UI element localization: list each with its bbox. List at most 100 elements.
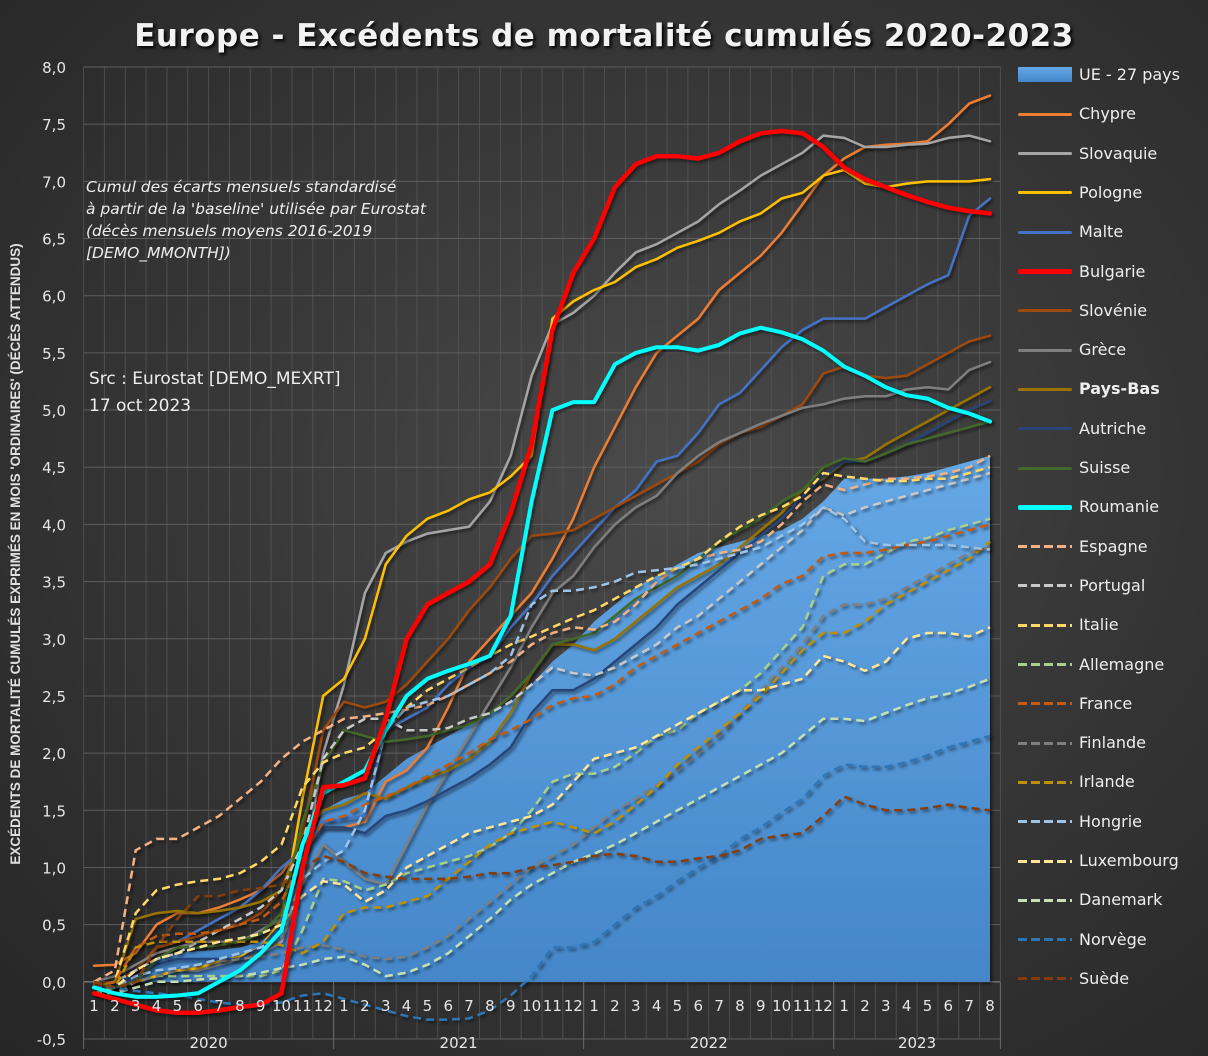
x-tick-label: 4 — [652, 997, 662, 1015]
legend-label: Grèce — [1079, 340, 1127, 360]
y-tick-label: 5,5 — [42, 345, 66, 363]
y-tick-label: 2,5 — [42, 688, 66, 706]
x-tick-label: 3 — [381, 997, 391, 1015]
y-tick-label: 0,5 — [42, 917, 66, 935]
x-tick-label: 10 — [522, 997, 541, 1015]
legend-item: Luxembourg — [1018, 850, 1208, 872]
x-tick-label: 10 — [272, 997, 291, 1015]
series-italie-line — [93, 465, 991, 989]
x-tick-label: 11 — [293, 997, 312, 1015]
y-tick-label: 4,0 — [42, 516, 66, 534]
x-tick-label: 10 — [772, 997, 791, 1015]
x-tick-label: 6 — [944, 997, 954, 1015]
legend-label: Roumanie — [1079, 497, 1160, 517]
legend-swatch — [1018, 702, 1072, 706]
series-bulgarie-line — [91, 128, 993, 1015]
legend-swatch — [1018, 269, 1072, 274]
legend-label: Norvège — [1079, 929, 1147, 949]
series-portugal-line — [93, 471, 991, 989]
legend-item: Allemagne — [1018, 654, 1208, 676]
series-autriche-line — [92, 399, 992, 989]
legend-swatch — [1018, 504, 1072, 510]
legend-swatch — [1018, 780, 1072, 784]
series-allemagne-line — [94, 517, 991, 995]
legend-swatch — [1018, 152, 1072, 156]
legend-label: UE - 27 pays — [1079, 65, 1180, 84]
y-tick-label: 1,5 — [42, 802, 66, 820]
x-tick-label: 8 — [985, 997, 995, 1015]
legend-item: Italie — [1018, 614, 1208, 636]
legend-swatch — [1018, 584, 1072, 588]
x-tick-label: 7 — [214, 997, 224, 1015]
x-tick-label: 1 — [339, 997, 349, 1015]
legend-swatch — [1018, 348, 1072, 352]
year-label: 2020 — [190, 1034, 228, 1052]
legend-item: Espagne — [1018, 536, 1208, 558]
legend-swatch — [1018, 67, 1072, 82]
series-luxembourg-line — [93, 626, 991, 995]
x-tick-label: 3 — [881, 997, 891, 1015]
source-note: Src : Eurostat [DEMO_MEXRT] 17 oct 2023 — [89, 369, 341, 416]
series-finlande-line — [94, 546, 991, 995]
legend-item: Portugal — [1018, 575, 1208, 597]
legend-item: Suède — [1018, 968, 1208, 990]
legend-item: Grèce — [1018, 339, 1208, 361]
legend-label: Danemark — [1079, 890, 1163, 910]
legend-swatch — [1018, 112, 1072, 116]
x-tick-label: 7 — [714, 997, 724, 1015]
legend-label: Suisse — [1079, 458, 1131, 477]
legend-item: Finlande — [1018, 732, 1208, 754]
x-tick-label: 5 — [423, 997, 433, 1015]
chart-title: Europe - Excédents de mortalité cumulés … — [134, 18, 1074, 54]
legend-label: Autriche — [1079, 418, 1147, 438]
series-irlande-line — [93, 540, 991, 989]
legend-label: Pays-Bas — [1079, 379, 1160, 399]
x-tick-label: 1 — [839, 997, 849, 1015]
y-tick-label: 2,0 — [42, 745, 66, 763]
x-tick-label: 4 — [402, 997, 412, 1015]
series-espagne-line — [93, 454, 991, 983]
legend-label: France — [1079, 693, 1133, 713]
legend-item: Roumanie — [1018, 496, 1208, 518]
legend-label: Finlande — [1079, 733, 1147, 753]
legend-swatch — [1018, 309, 1072, 313]
x-tick-label: 12 — [564, 997, 583, 1015]
legend-swatch — [1018, 977, 1072, 981]
y-tick-label: 4,5 — [42, 459, 66, 477]
y-tick-label: 6,5 — [42, 231, 66, 249]
x-tick-label: 12 — [314, 997, 333, 1015]
series-hongrie-line — [94, 506, 991, 989]
series-roumanie-line — [92, 325, 992, 999]
y-tick-label: 8,0 — [42, 59, 66, 77]
legend-item: France — [1018, 693, 1208, 715]
legend-label: Slovaquie — [1079, 143, 1158, 163]
y-tick-label: 6,0 — [42, 288, 66, 306]
legend-item: Chypre — [1018, 103, 1208, 125]
legend-item: Pologne — [1018, 182, 1208, 204]
legend-item: Hongrie — [1018, 811, 1208, 833]
x-tick-label: 8 — [735, 997, 745, 1015]
legend-label: Hongrie — [1079, 811, 1142, 831]
legend-swatch — [1018, 387, 1072, 391]
x-tick-label: 1 — [89, 997, 99, 1015]
legend-item: UE - 27 pays — [1018, 64, 1208, 86]
legend-label: Suède — [1079, 968, 1130, 988]
legend-label: Espagne — [1079, 536, 1148, 556]
x-tick-label: 5 — [673, 997, 683, 1015]
legend-label: Slovénie — [1079, 300, 1148, 320]
x-tick-label: 12 — [814, 997, 833, 1015]
line-layer — [91, 94, 993, 1021]
y-tick-label: 3,5 — [42, 574, 66, 592]
series-suede-line — [93, 795, 991, 989]
legend-label: Bulgarie — [1079, 261, 1146, 281]
legend-swatch — [1018, 230, 1072, 234]
x-tick-label: 11 — [543, 997, 562, 1015]
legend-label: Pologne — [1079, 182, 1143, 202]
legend-label: Luxembourg — [1079, 851, 1179, 870]
x-tick-label: 3 — [631, 997, 641, 1015]
legend-label: Malte — [1079, 222, 1124, 242]
x-tick-label: 2 — [610, 997, 620, 1015]
x-tick-label: 2 — [360, 997, 370, 1015]
legend-item: Suisse — [1018, 457, 1208, 479]
